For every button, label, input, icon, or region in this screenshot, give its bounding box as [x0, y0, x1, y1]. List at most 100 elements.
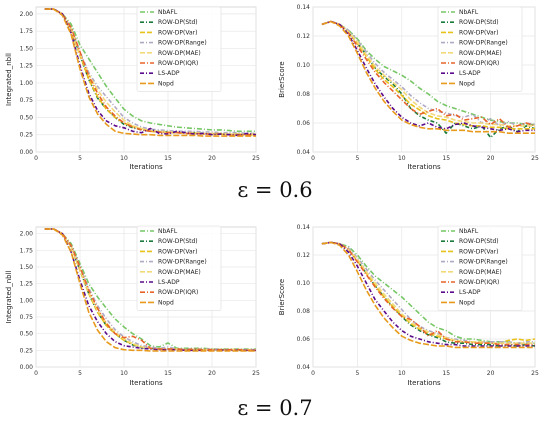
series-line-nopd [44, 8, 256, 137]
legend-label-nopd: Nopd [158, 80, 174, 87]
y-tick-label: 0.50 [20, 331, 34, 338]
y-tick-label: 1.00 [20, 297, 34, 304]
y-tick-label: 1.25 [20, 63, 34, 70]
legend-label-row-dp-mae: ROW-DP(MAE) [158, 269, 201, 276]
chart-brierscore-eps-0-7: 0 5 10 15 20 25 0.04 0.06 0.08 0.10 0.12 0.14 Iterat… [278, 224, 539, 387]
series-line-row-dp-range [321, 241, 535, 344]
x-tick-label: 10 [120, 370, 128, 377]
y-tick-label: 0.06 [297, 336, 311, 343]
x-tick-label: 15 [164, 155, 172, 162]
series-line-nopd [321, 20, 535, 134]
y-tick-label: 0.08 [297, 308, 311, 315]
series-line-row-dp-std [321, 20, 536, 139]
y-tick-label: 0.06 [297, 120, 311, 127]
x-tick-label: 5 [355, 155, 359, 162]
x-axis-label: Iterations [129, 379, 163, 387]
legend-label-row-dp-mae: ROW-DP(MAE) [158, 50, 201, 57]
y-tick-label: 0.75 [20, 97, 34, 104]
y-tick-label: 0.10 [297, 62, 311, 69]
x-tick-label: 10 [120, 155, 128, 162]
y-tick-label: 1.00 [20, 80, 34, 87]
y-tick-label: 0.25 [20, 132, 34, 139]
x-tick-label: 20 [487, 370, 495, 377]
legend: NbAFL ROW-DP(Std) ROW-DP(Var) ROW-DP(Range)… [136, 6, 222, 92]
legend-label-nbafl: NbAFL [158, 228, 178, 235]
y-tick-label: 0.25 [20, 347, 34, 354]
legend-label-nopd: Nopd [158, 299, 174, 306]
legend: NbAFL ROW-DP(Std) ROW-DP(Var) ROW-DP(Range)… [437, 225, 523, 311]
legend-label-nbafl: NbAFL [459, 9, 479, 16]
y-tick-label: 0.00 [20, 149, 34, 156]
x-axis-label: Iterations [129, 163, 163, 171]
legend-label-row-dp-iqr: ROW-DP(IQR) [158, 60, 198, 67]
legend-label-ls-adp: LS-ADP [158, 70, 180, 77]
y-tick-label: 0.10 [297, 280, 311, 287]
y-tick-label: 0.12 [297, 252, 311, 259]
y-tick-label: 1.75 [20, 247, 34, 254]
legend-label-row-dp-mae: ROW-DP(MAE) [459, 50, 502, 57]
y-axis-label: Integrated_nbll [5, 270, 13, 323]
x-tick-label: 0 [34, 370, 38, 377]
y-tick-label: 2.00 [20, 11, 34, 18]
x-tick-label: 20 [208, 155, 216, 162]
legend-box [136, 6, 222, 92]
x-tick-label: 15 [442, 155, 450, 162]
legend-label-row-dp-std: ROW-DP(Std) [158, 19, 198, 26]
x-tick-label: 5 [355, 370, 359, 377]
legend-box [437, 6, 523, 92]
y-tick-label: 0.04 [297, 149, 311, 156]
legend-label-row-dp-iqr: ROW-DP(IQR) [459, 60, 499, 67]
series-line-row-dp-mae [321, 241, 535, 344]
series-line-ls-adp [44, 8, 257, 137]
y-tick-label: 0.75 [20, 314, 34, 321]
x-tick-label: 20 [487, 155, 495, 162]
x-tick-label: 25 [252, 155, 260, 162]
x-tick-label: 15 [164, 370, 172, 377]
legend-label-nopd: Nopd [459, 299, 475, 306]
legend-box [136, 225, 222, 311]
legend-label-nbafl: NbAFL [459, 228, 479, 235]
legend-label-row-dp-std: ROW-DP(Std) [459, 238, 499, 245]
legend-label-ls-adp: LS-ADP [459, 70, 481, 77]
x-tick-label: 25 [252, 370, 260, 377]
y-tick-label: 0.04 [297, 364, 311, 371]
series-line-nbafl [321, 20, 535, 126]
series-line-ls-adp [321, 241, 535, 347]
legend-label-nopd: Nopd [459, 80, 475, 87]
x-axis-label: Iterations [407, 379, 441, 387]
y-tick-label: 1.50 [20, 45, 34, 52]
legend-label-row-dp-range: ROW-DP(Range) [158, 259, 207, 266]
chart-integrated-nbll-eps-0-6: 0 5 10 15 20 25 0.00 0.25 0.50 0.75 1.00 1.25 1.50 1.… [5, 6, 260, 171]
chart-integrated-nbll-eps-0-7: 0 5 10 15 20 25 0.00 0.25 0.50 0.75 1.00 1.25 1.50 1.… [5, 225, 260, 387]
legend-label-ls-adp: LS-ADP [459, 289, 481, 296]
series-line-row-dp-iqr [44, 228, 256, 352]
x-tick-label: 0 [311, 370, 315, 377]
legend-label-row-dp-range: ROW-DP(Range) [158, 40, 207, 47]
y-tick-label: 0.14 [297, 4, 311, 11]
series-line-row-dp-range [321, 20, 536, 127]
legend-label-row-dp-var: ROW-DP(Var) [158, 248, 197, 255]
y-tick-label: 1.25 [20, 281, 34, 288]
series-line-nopd [44, 228, 256, 352]
x-tick-label: 25 [531, 155, 539, 162]
series-line-row-dp-iqr [321, 241, 535, 346]
x-tick-label: 0 [311, 155, 315, 162]
legend-label-row-dp-range: ROW-DP(Range) [459, 259, 508, 266]
series-line-row-dp-mae [321, 20, 535, 127]
legend-label-row-dp-var: ROW-DP(Var) [459, 248, 498, 255]
y-axis-label: BrierScore [278, 279, 286, 315]
y-tick-label: 0.00 [20, 364, 34, 371]
legend-label-row-dp-std: ROW-DP(Std) [459, 19, 499, 26]
legend: NbAFL ROW-DP(Std) ROW-DP(Var) ROW-DP(Range)… [136, 225, 222, 311]
legend-label-row-dp-iqr: ROW-DP(IQR) [158, 289, 198, 296]
x-tick-label: 25 [531, 370, 539, 377]
x-tick-label: 15 [442, 370, 450, 377]
y-tick-label: 1.75 [20, 28, 34, 35]
y-tick-label: 0.50 [20, 114, 34, 121]
legend-label-row-dp-var: ROW-DP(Var) [158, 29, 197, 36]
legend-label-row-dp-iqr: ROW-DP(IQR) [459, 279, 499, 286]
y-axis-label: BrierScore [278, 61, 286, 97]
legend-label-row-dp-std: ROW-DP(Std) [158, 238, 198, 245]
chart-brierscore-eps-0-6: 0 5 10 15 20 25 0.04 0.06 0.08 0.10 0.12 0.14 Iterat… [278, 4, 539, 171]
x-tick-label: 10 [398, 370, 406, 377]
